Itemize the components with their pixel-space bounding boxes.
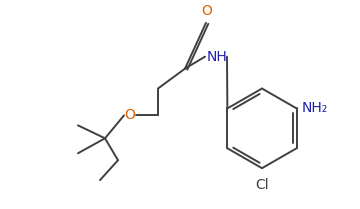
Text: NH₂: NH₂ [302, 101, 328, 115]
Text: Cl: Cl [255, 178, 269, 192]
Text: O: O [202, 4, 212, 18]
Text: NH: NH [207, 50, 228, 64]
Text: O: O [125, 108, 135, 122]
